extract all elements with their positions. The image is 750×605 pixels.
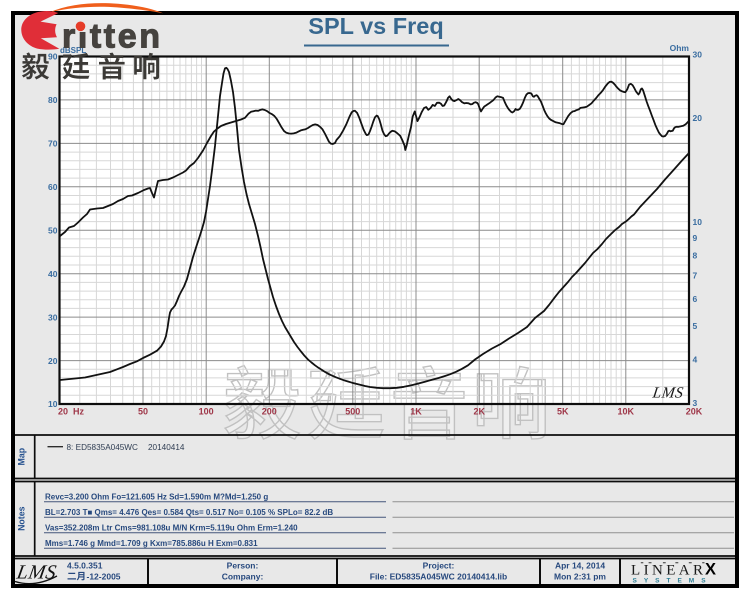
svg-text:SYSTEMS: SYSTEMS [633, 578, 713, 585]
svg-text:90: 90 [48, 52, 58, 62]
svg-text:500: 500 [345, 407, 360, 417]
svg-text:Apr 14, 2014: Apr 14, 2014 [555, 561, 605, 571]
svg-text:LMS: LMS [651, 385, 685, 402]
svg-text:80: 80 [48, 95, 58, 105]
svg-text:9: 9 [693, 233, 698, 243]
svg-text:200: 200 [262, 407, 277, 417]
svg-text:5: 5 [693, 321, 698, 331]
svg-text:3: 3 [693, 398, 698, 408]
svg-text:2K: 2K [473, 407, 485, 417]
svg-text:Ohm: Ohm [670, 43, 690, 53]
svg-text:6: 6 [693, 294, 698, 304]
svg-text:8: ED5835A045WC: 8: ED5835A045WC [67, 443, 139, 452]
svg-text:Company:: Company: [222, 572, 264, 582]
svg-text:30: 30 [48, 312, 58, 322]
svg-text:7: 7 [693, 271, 698, 281]
svg-text:20K: 20K [686, 407, 703, 417]
svg-text:30: 30 [693, 50, 703, 60]
svg-text:20 Hz: 20 Hz [58, 407, 85, 417]
svg-text:X: X [705, 561, 716, 579]
svg-text:LMS: LMS [14, 562, 58, 584]
svg-text:8: 8 [693, 251, 698, 261]
svg-text:50: 50 [138, 407, 148, 417]
svg-text:20: 20 [693, 113, 703, 123]
svg-text:dBSPL: dBSPL [60, 46, 86, 55]
svg-text:5K: 5K [557, 407, 569, 417]
svg-text:10: 10 [48, 399, 58, 409]
svg-text:SPL vs Freq: SPL vs Freq [308, 13, 443, 39]
svg-text:70: 70 [48, 139, 58, 149]
svg-text:Mon 2:31 pm: Mon 2:31 pm [554, 572, 606, 582]
svg-text:File: ED5835A045WC 20140414.li: File: ED5835A045WC 20140414.lib [370, 572, 508, 582]
svg-text:20: 20 [48, 356, 58, 366]
svg-text:Map: Map [17, 447, 27, 465]
svg-text:-12-2005: -12-2005 [87, 572, 121, 582]
svg-text:LINEAR: LINEAR [631, 563, 706, 579]
svg-text:10K: 10K [618, 407, 635, 417]
svg-text:Notes: Notes [17, 506, 27, 531]
svg-text:40: 40 [48, 269, 58, 279]
svg-text:BL=2.703 T■ Qms= 4.476 Qes=: BL=2.703 T■ Qms= 4.476 Qes= 0.584 Qts= 0… [45, 508, 333, 517]
svg-text:Project:: Project: [423, 561, 455, 571]
svg-text:1K: 1K [410, 407, 422, 417]
svg-text:50: 50 [48, 225, 58, 235]
svg-text:4.5.0.351: 4.5.0.351 [67, 561, 103, 571]
svg-text:Revc=3.200 Ohm Fo=121.605 Hz: Revc=3.200 Ohm Fo=121.605 Hz Sd=1.590m M… [45, 493, 268, 502]
svg-text:Mms=1.746 g Mmd=1.709 g Kxm=: Mms=1.746 g Mmd=1.709 g Kxm=785.886u H E… [45, 539, 258, 548]
svg-text:Person:: Person: [227, 561, 259, 571]
svg-text:10: 10 [693, 217, 703, 227]
svg-text:Vas=352.208m Ltr Cms=981.108u: Vas=352.208m Ltr Cms=981.108u M/N Krm=5.… [45, 524, 298, 533]
svg-text:4: 4 [693, 355, 698, 365]
svg-text:100: 100 [199, 407, 214, 417]
svg-text:20140414: 20140414 [148, 443, 185, 452]
svg-text:60: 60 [48, 182, 58, 192]
